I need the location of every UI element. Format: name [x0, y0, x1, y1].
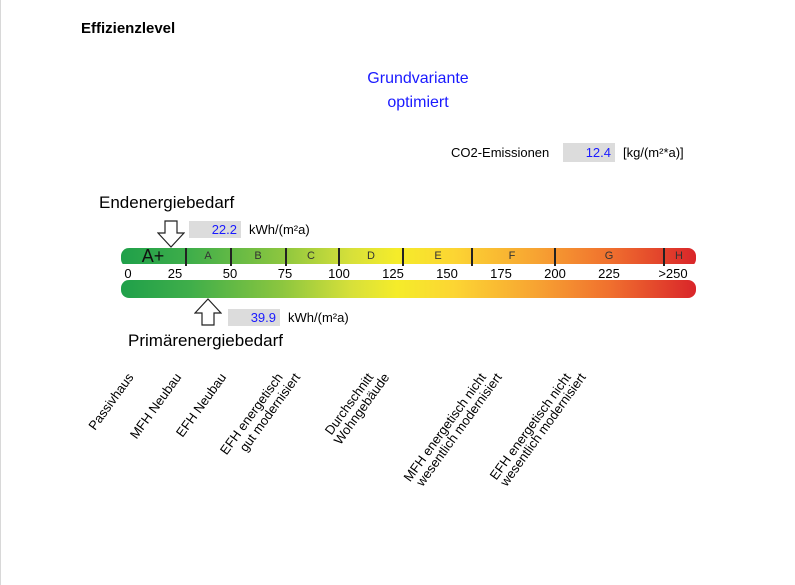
- primaerenergie-value: 39.9: [228, 309, 280, 326]
- variant-name-line2: optimiert: [387, 94, 449, 111]
- class-divider: [554, 248, 556, 266]
- endenergie-label: Endenergiebedarf: [99, 193, 235, 212]
- co2-value: 12.4: [563, 143, 615, 162]
- class-divider: [663, 248, 665, 266]
- tick-label: 125: [382, 266, 404, 281]
- class-label: D: [367, 250, 375, 262]
- class-label: C: [307, 250, 315, 262]
- reference-label: EFH energetisch nicht: [486, 370, 574, 483]
- class-label: H: [675, 250, 683, 262]
- tick-label: 75: [277, 266, 293, 281]
- variant-name-line1: Grundvariante: [367, 70, 469, 87]
- tick-label: 225: [598, 266, 620, 281]
- arrow-down-icon: [157, 220, 185, 248]
- class-label: A: [204, 250, 212, 262]
- class-label: E: [434, 250, 442, 262]
- class-label: A+: [141, 246, 165, 266]
- tick-label: 150: [436, 266, 458, 281]
- primaerenergie-label: Primärenergiebedarf: [128, 331, 283, 350]
- tick-label: 25: [167, 266, 183, 281]
- class-divider: [230, 248, 232, 266]
- co2-label: CO2-Emissionen: [451, 145, 550, 160]
- class-label: G: [604, 250, 614, 262]
- tick-label: 175: [490, 266, 512, 281]
- class-label: F: [508, 250, 516, 262]
- class-divider: [338, 248, 340, 266]
- arrow-up-icon: [194, 298, 222, 326]
- endenergie-value: 22.2: [189, 221, 241, 238]
- tick-label: 200: [544, 266, 566, 281]
- tick-label: 50: [222, 266, 238, 281]
- reference-label: Passivhaus: [84, 370, 136, 433]
- class-divider: [471, 248, 473, 266]
- endenergie-unit: kWh/(m²a): [249, 222, 310, 237]
- tick-label: 100: [328, 266, 350, 281]
- primaerenergie-unit: kWh/(m²a): [288, 310, 349, 325]
- reference-label: wesentlich modernisiert: [497, 370, 589, 489]
- class-divider: [185, 248, 187, 266]
- class-divider: [402, 248, 404, 266]
- endenergie-scale-bar: [121, 248, 696, 267]
- class-divider: [285, 248, 287, 266]
- primaerenergie-scale-bar: [121, 280, 696, 298]
- tick-label: 0: [124, 266, 132, 281]
- page-title: Effizienzlevel: [81, 20, 176, 37]
- co2-unit: [kg/(m²*a)]: [623, 145, 684, 160]
- tick-label: >250: [658, 266, 688, 281]
- scale-number-row: [121, 264, 696, 282]
- reference-label: MFH energetisch nicht: [400, 370, 489, 485]
- class-label: B: [254, 250, 262, 262]
